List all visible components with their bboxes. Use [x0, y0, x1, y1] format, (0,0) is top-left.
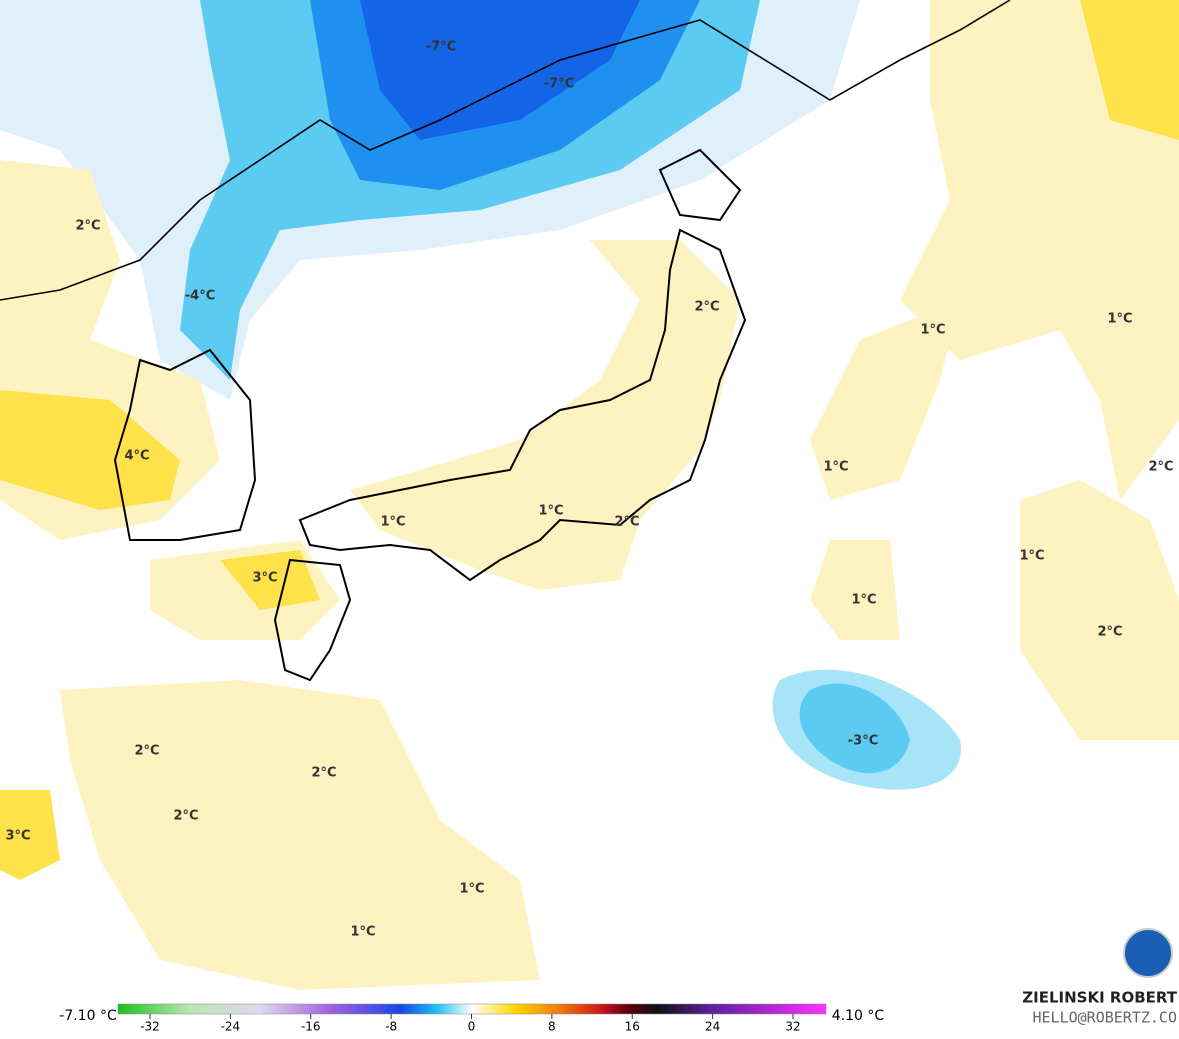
contour-label: 2°C	[134, 744, 159, 759]
warm-area	[810, 300, 960, 500]
map	[0, 0, 1179, 990]
contour-label: 2°C	[694, 300, 719, 315]
contour-label: 4°C	[124, 449, 149, 464]
max-label: 4.10 °C	[832, 1008, 885, 1024]
contour-label: -3°C	[848, 734, 878, 749]
colorbar-tick-label: 24	[705, 1020, 720, 1034]
contour-label: 2°C	[614, 515, 639, 530]
noaa-logo	[1123, 928, 1173, 978]
contour-label: 1°C	[350, 925, 375, 940]
warm-area	[810, 540, 900, 640]
contour-label: 1°C	[380, 515, 405, 530]
warm-area	[350, 240, 740, 590]
contour-label: 2°C	[1148, 460, 1173, 475]
contour-label: 1°C	[920, 323, 945, 338]
coastline	[658, 148, 742, 222]
colorbar-tick-label: 8	[548, 1020, 556, 1034]
warm-area	[1020, 480, 1179, 740]
min-label: -7.10 °C	[59, 1008, 117, 1024]
coastline	[0, 0, 1011, 301]
coastline	[298, 228, 747, 582]
contour-label: 1°C	[1107, 312, 1132, 327]
cold-area	[360, 0, 640, 140]
contour-label: 1°C	[459, 882, 484, 897]
legend: -7.10 °C 4.10 °C -32 -24 -16 -8 0 8 16 24 32	[59, 1003, 885, 1034]
contour-label: 2°C	[1097, 625, 1122, 640]
contour-label: 2°C	[75, 219, 100, 234]
colorbar-tick-label: -16	[301, 1020, 321, 1034]
contour-label: -7°C	[426, 40, 456, 55]
colorbar-tick-label: -24	[221, 1020, 241, 1034]
contour-label: 3°C	[5, 829, 30, 844]
warm-area	[60, 680, 540, 990]
warm-area	[220, 550, 320, 610]
colorbar-ticks: -32 -24 -16 -8 0 8 16 24 32	[140, 1014, 801, 1034]
cold-area	[799, 683, 910, 774]
warm-area	[0, 790, 60, 880]
contour-label: 1°C	[851, 593, 876, 608]
contour-label: -7°C	[544, 77, 574, 92]
colorbar-tick-label: -32	[140, 1020, 160, 1034]
colorbar	[117, 1003, 827, 1015]
credit-name: ZIELINSKI ROBERT	[1022, 989, 1177, 1007]
contour-label: 2°C	[311, 766, 336, 781]
coastline	[113, 348, 257, 541]
coastline	[273, 558, 352, 682]
contour-label: 1°C	[823, 460, 848, 475]
contour-label: 1°C	[538, 504, 563, 519]
colorbar-tick-label: 16	[625, 1020, 640, 1034]
warm-area	[0, 390, 180, 510]
contour-label: 1°C	[1019, 549, 1044, 564]
colorbar-tick-label: 0	[468, 1020, 476, 1034]
map-labels: -7°C -7°C 2°C -4°C 2°C 1°C 1°C 4°C 1°C 2°C 1°C 1°C 2…	[5, 40, 1173, 940]
warm-area	[900, 0, 1179, 500]
contour-label: 3°C	[252, 571, 277, 586]
contour-label: 2°C	[173, 809, 198, 824]
colorbar-tick-label: -8	[385, 1020, 397, 1034]
colorbar-tick-label: 32	[785, 1020, 800, 1034]
warm-area	[1080, 0, 1179, 140]
credit-email: HELLO@ROBERTZ.CO	[1033, 1009, 1178, 1027]
contour-label: -4°C	[185, 289, 215, 304]
